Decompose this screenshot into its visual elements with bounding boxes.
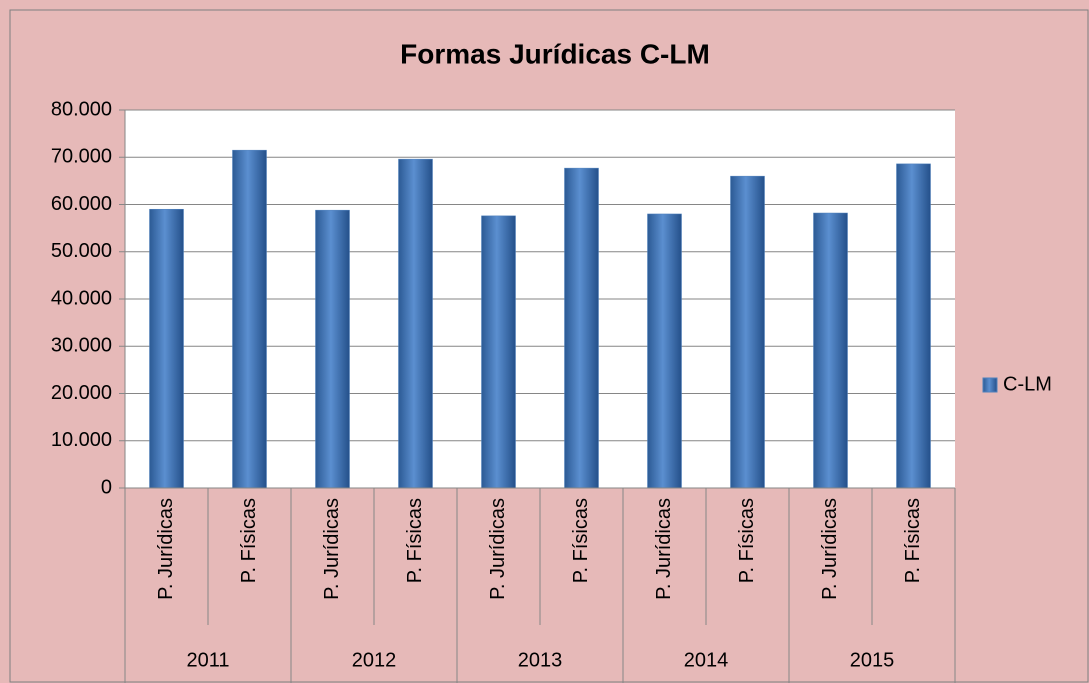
x-tick-label: P. Jurídicas bbox=[653, 498, 675, 600]
chart-title: Formas Jurídicas C-LM bbox=[400, 38, 710, 69]
bar bbox=[481, 215, 516, 489]
y-tick-label: 20.000 bbox=[51, 382, 112, 404]
legend-label: C-LM bbox=[1003, 373, 1052, 395]
x-tick-label: P. Físicas bbox=[902, 498, 924, 583]
bar bbox=[647, 213, 682, 489]
group-label: 2012 bbox=[352, 649, 397, 671]
x-tick-label: P. Jurídicas bbox=[487, 498, 509, 600]
x-tick-label: P. Jurídicas bbox=[819, 498, 841, 600]
bar bbox=[896, 163, 931, 489]
bar bbox=[813, 212, 848, 489]
group-label: 2014 bbox=[684, 649, 729, 671]
legend-swatch bbox=[982, 377, 998, 393]
y-tick-label: 40.000 bbox=[51, 287, 112, 309]
y-tick-label: 0 bbox=[101, 476, 112, 498]
x-tick-label: P. Físicas bbox=[736, 498, 758, 583]
frame bbox=[9, 9, 1089, 683]
x-tick-label: P. Jurídicas bbox=[321, 498, 343, 600]
x-tick-label: P. Físicas bbox=[570, 498, 592, 583]
y-tick-label: 70.000 bbox=[51, 146, 112, 168]
group-label: 2011 bbox=[186, 649, 229, 671]
y-tick-label: 30.000 bbox=[51, 335, 112, 357]
y-tick-label: 60.000 bbox=[51, 193, 112, 215]
y-tick-label: 50.000 bbox=[51, 240, 112, 262]
bar bbox=[564, 167, 599, 489]
bar bbox=[149, 208, 184, 489]
bar bbox=[232, 149, 267, 489]
x-tick-label: P. Físicas bbox=[404, 498, 426, 583]
y-tick-label: 80.000 bbox=[51, 98, 112, 120]
bar bbox=[730, 175, 765, 489]
x-tick-label: P. Jurídicas bbox=[155, 498, 177, 600]
bar bbox=[315, 209, 350, 489]
bar bbox=[398, 158, 433, 489]
group-label: 2015 bbox=[850, 649, 895, 671]
y-tick-label: 10.000 bbox=[51, 429, 112, 451]
x-tick-label: P. Físicas bbox=[238, 498, 260, 583]
group-label: 2013 bbox=[518, 649, 563, 671]
